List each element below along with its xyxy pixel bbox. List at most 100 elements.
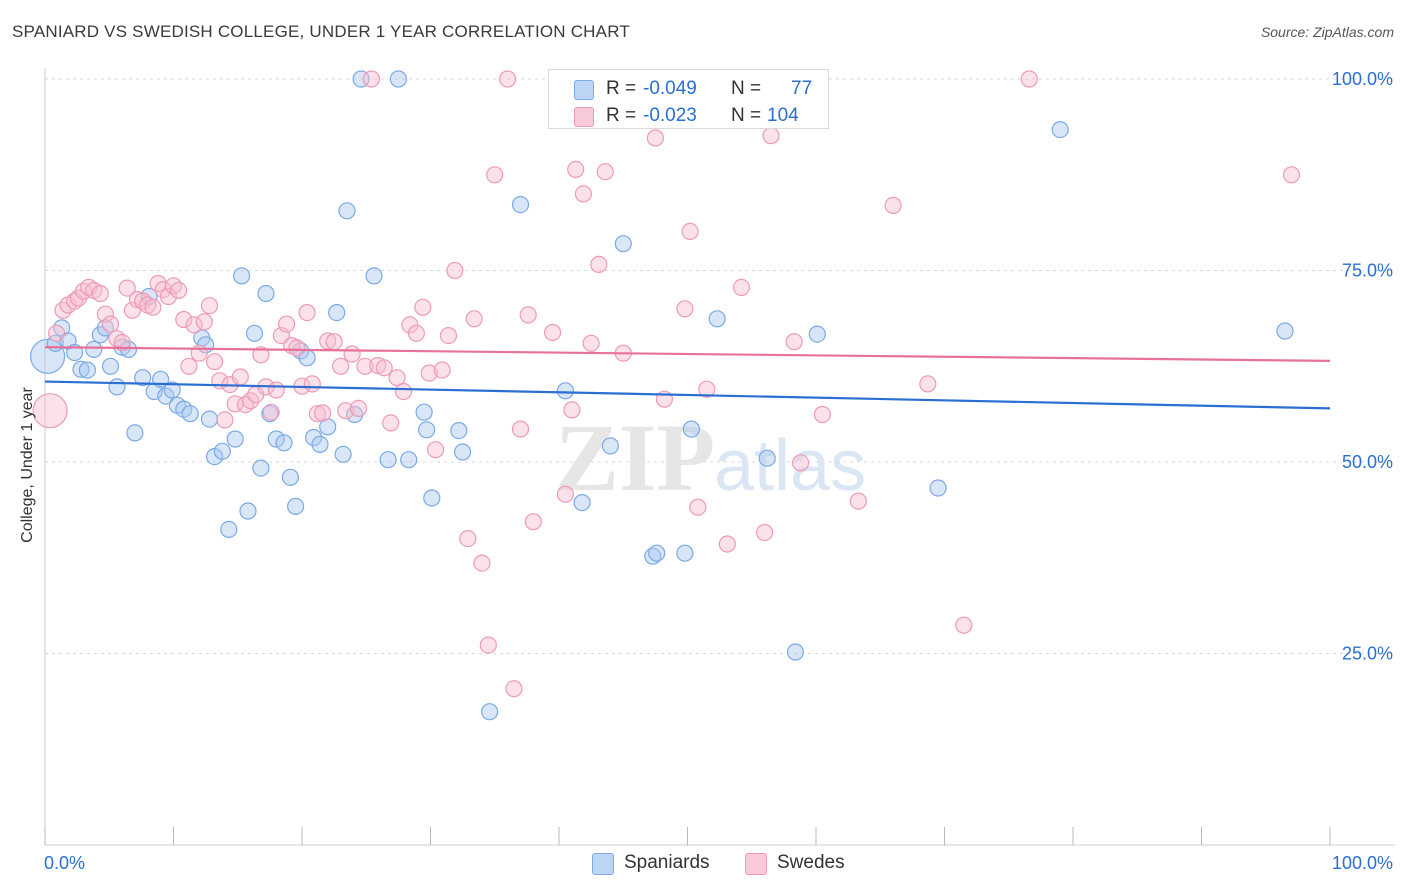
point-spaniards (389, 70, 407, 88)
point-spaniards (556, 382, 575, 400)
point-swedes (1282, 166, 1301, 184)
point-swedes (343, 345, 361, 363)
tick-labels-layer: 25.0% 50.0% 75.0% 100.0% 0.0% 100.0% (44, 69, 1393, 873)
point-spaniards (305, 428, 323, 447)
point-swedes (505, 680, 523, 698)
trendline-swedes (44, 346, 1331, 362)
point-spaniards (257, 284, 275, 303)
point-spaniards (311, 435, 329, 453)
point-swedes (314, 404, 332, 422)
point-spaniards (601, 437, 620, 455)
trendline-spaniards (44, 380, 1331, 410)
point-spaniards (85, 340, 103, 358)
point-spaniards (648, 544, 666, 562)
point-swedes (216, 411, 234, 429)
point-spaniards (181, 405, 199, 423)
x-tick-label: 100.0% (1332, 853, 1393, 873)
y-tick-label: 50.0% (1342, 452, 1393, 472)
point-swedes (288, 339, 306, 357)
point-swedes (267, 381, 285, 399)
point-swedes (407, 324, 425, 342)
stats-swatch-pink (574, 107, 594, 127)
point-swedes (732, 278, 751, 296)
point-swedes (113, 333, 131, 352)
point-spaniards (400, 451, 418, 469)
point-swedes (473, 554, 491, 572)
point-swedes (356, 357, 374, 375)
point-swedes (144, 298, 162, 316)
point-swedes (676, 300, 694, 318)
y-tick-label: 75.0% (1342, 261, 1393, 281)
point-swedes (303, 375, 321, 393)
point-spaniards (454, 443, 472, 461)
legend-swatch-blue (592, 853, 614, 875)
point-swedes (582, 334, 600, 352)
point-swedes (567, 160, 585, 178)
point-swedes (308, 405, 326, 423)
point-swedes (252, 346, 270, 364)
point-spaniards (287, 497, 305, 515)
point-spaniards (365, 267, 383, 285)
y-axis-label: College, Under 1 year (19, 387, 36, 543)
point-spaniards (481, 703, 499, 721)
n-label: N = (731, 78, 762, 99)
point-spaniards (157, 387, 175, 405)
point-spaniards (226, 430, 244, 448)
n-label: N = (731, 105, 762, 126)
point-swedes (486, 166, 504, 184)
point-swedes (420, 364, 438, 382)
point-swedes (499, 70, 517, 88)
n-value: 77 (791, 78, 813, 99)
r-label: R = (606, 78, 637, 99)
point-spaniards (929, 479, 947, 497)
watermark: ZIP atlas (555, 404, 866, 511)
point-swedes (388, 369, 406, 387)
point-swedes (574, 185, 593, 203)
stats-row-spaniards: R = -0.049 N = 77 (549, 76, 828, 102)
point-spaniards (415, 403, 433, 421)
point-swedes (762, 127, 780, 145)
point-spaniards (1051, 121, 1069, 139)
point-spaniards (200, 410, 219, 428)
point-spaniards (134, 369, 152, 387)
point-swedes (195, 313, 213, 331)
point-spaniards (245, 324, 264, 342)
point-swedes (813, 405, 832, 424)
point-spaniards (328, 304, 346, 322)
point-swedes (519, 306, 537, 324)
point-swedes (159, 287, 177, 306)
point-swedes (718, 535, 736, 553)
point-spaniards (213, 442, 231, 460)
point-swedes (681, 222, 699, 240)
point-spaniards (573, 494, 591, 512)
point-swedes (54, 301, 72, 319)
point-swedes (206, 353, 224, 371)
point-spaniards (126, 424, 144, 442)
point-swedes (884, 196, 902, 214)
points-layer (29, 70, 1301, 721)
point-swedes (755, 523, 774, 542)
n-value: 104 (767, 105, 799, 126)
point-swedes (459, 529, 477, 548)
point-swedes (185, 316, 203, 334)
point-spaniards (338, 202, 356, 220)
axis-layer (44, 68, 1395, 846)
point-swedes (231, 368, 249, 386)
point-swedes (332, 357, 350, 375)
point-swedes (337, 402, 355, 420)
r-value: -0.023 (643, 105, 697, 126)
y-tick-label: 25.0% (1342, 644, 1393, 664)
grid-layer (45, 78, 1395, 654)
point-swedes (47, 324, 66, 342)
point-spaniards (808, 325, 826, 343)
point-swedes (91, 284, 109, 303)
point-swedes (479, 636, 497, 654)
point-spaniards (78, 361, 97, 379)
point-swedes (849, 492, 868, 510)
point-swedes (96, 305, 115, 323)
point-swedes (556, 485, 575, 503)
point-swedes (298, 304, 316, 322)
x-tick-label: 0.0% (44, 853, 85, 873)
point-swedes (118, 279, 136, 297)
